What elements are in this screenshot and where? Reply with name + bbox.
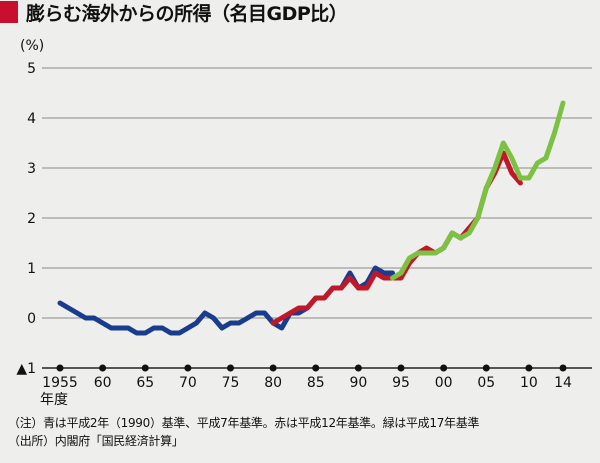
x-tick-label: 00 <box>435 375 453 391</box>
y-tick-label: 5 <box>27 61 36 77</box>
title-marker <box>0 1 18 23</box>
x-tick-label: 80 <box>264 375 282 391</box>
x-tick-dot <box>312 364 320 372</box>
x-tick-dot <box>269 364 277 372</box>
y-tick-label: ▲1 <box>16 361 36 377</box>
x-tick-dot <box>482 364 490 372</box>
x-tick-label: 65 <box>136 375 154 391</box>
series-lines <box>57 100 566 336</box>
y-tick-label: 4 <box>27 111 36 127</box>
x-axis-ticks: 1955 60 65 70 75 80 85 90 95 00 05 10 14 <box>42 364 572 391</box>
note-basis: （注）青は平成2年（1990）基準、平成7年基準。赤は平成12年基準。緑は平成1… <box>8 416 480 430</box>
x-tick-label: 70 <box>179 375 197 391</box>
y-axis-ticks: 5 4 3 2 1 0 ▲1 <box>16 61 36 377</box>
x-tick-dot <box>525 364 533 372</box>
x-tick-label: 90 <box>349 375 367 391</box>
x-tick-dot <box>354 364 362 372</box>
x-tick-label: 75 <box>222 375 240 391</box>
y-tick-label: 2 <box>27 211 36 227</box>
chart-title: 膨らむ海外からの所得（名目GDP比） <box>26 2 348 25</box>
y-tick-label: 3 <box>27 161 36 177</box>
x-tick-label: 95 <box>392 375 410 391</box>
series-line-0 <box>57 265 395 336</box>
x-tick-dot <box>56 364 64 372</box>
x-tick-dot <box>184 364 192 372</box>
x-tick-dot <box>559 364 567 372</box>
y-tick-label: 0 <box>27 311 36 327</box>
x-tick-label: 60 <box>94 375 112 391</box>
x-tick-label: 10 <box>520 375 538 391</box>
grid-lines <box>42 67 592 369</box>
x-tick-label: 85 <box>307 375 325 391</box>
series-line-2 <box>390 100 566 281</box>
footnotes: （注）青は平成2年（1990）基準、平成7年基準。赤は平成12年基準。緑は平成1… <box>8 414 598 450</box>
x-tick-dot <box>227 364 235 372</box>
y-axis-label: (%) <box>20 38 44 54</box>
x-tick-label: 14 <box>554 375 572 391</box>
note-source: （出所）内閣府「国民経済計算」 <box>8 434 184 448</box>
x-tick-dot <box>99 364 107 372</box>
x-tick-label: 1955 <box>42 375 78 391</box>
x-axis-unit: 年度 <box>40 392 68 408</box>
x-tick-label: 05 <box>477 375 495 391</box>
series-line-1 <box>270 150 523 326</box>
x-tick-dot <box>440 364 448 372</box>
y-tick-label: 1 <box>27 261 36 277</box>
x-tick-dot <box>397 364 405 372</box>
x-tick-dot <box>141 364 149 372</box>
title-bar: 膨らむ海外からの所得（名目GDP比） <box>0 0 600 25</box>
